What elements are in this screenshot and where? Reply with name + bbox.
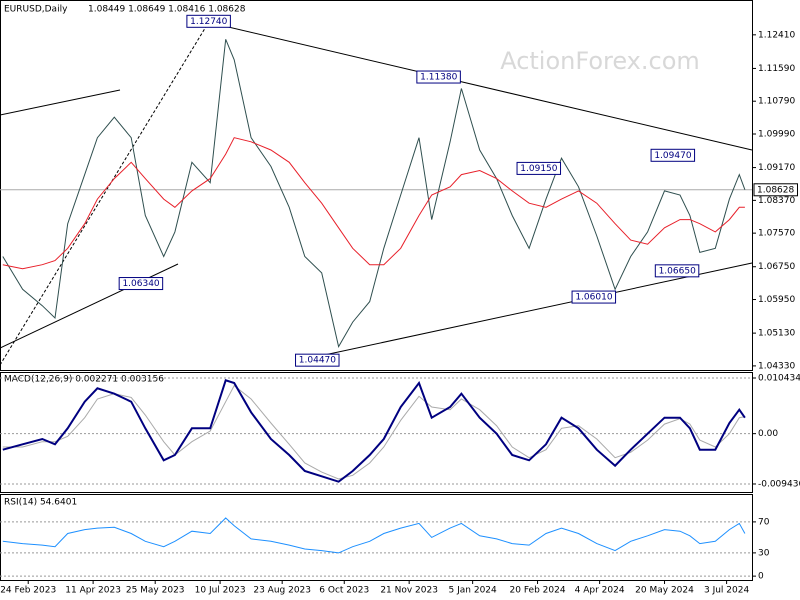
trend-line: [0, 24, 208, 366]
chart-title: EURUSD,Daily: [4, 5, 68, 15]
x-tick-label: 11 Apr 2023: [65, 586, 121, 596]
rsi-title: RSI(14) 54.6401: [4, 498, 77, 508]
y-tick-label: 1.09990: [758, 129, 795, 139]
x-tick-label: 24 Feb 2023: [0, 586, 56, 596]
annotation-box: [654, 264, 700, 278]
chart-subtitle: 1.08449 1.08649 1.08416 1.08628: [88, 5, 246, 15]
y-tick-label: 1.08370: [758, 196, 795, 206]
watermark: ActionForex.com: [500, 47, 700, 75]
annotation-box: [118, 277, 164, 291]
annotation-label: 1.06010: [575, 293, 612, 303]
annotation-label: 1.12740: [190, 17, 227, 27]
x-tick-label: 3 Jul 2024: [704, 586, 749, 596]
last-price-box: [753, 183, 798, 197]
y-tick-label: 1.11590: [758, 64, 795, 74]
macd-title: MACD(12,26,9) 0.002271 0.003156: [4, 375, 164, 385]
annotation-box: [571, 290, 617, 304]
x-tick-label: 23 Aug 2023: [253, 586, 311, 596]
y-tick-label: 30: [758, 548, 770, 558]
series-line: [2, 137, 745, 270]
annotation-box: [186, 14, 231, 28]
series-line: [2, 517, 746, 554]
y-tick-label: -0.009436: [758, 479, 800, 489]
annotation-label: 1.04470: [299, 356, 336, 366]
annotation-box: [516, 161, 562, 175]
x-tick-label: 21 Nov 2023: [380, 586, 438, 596]
y-tick-label: 1.07570: [758, 229, 795, 239]
y-tick-label: 0.00: [758, 429, 778, 439]
x-tick-label: 20 Feb 2024: [510, 586, 566, 596]
x-tick-label: 5 Jan 2024: [449, 586, 497, 596]
trend-line: [314, 262, 753, 358]
trend-line: [0, 263, 179, 349]
x-tick-label: 25 May 2023: [126, 586, 185, 596]
y-tick-label: 1.06750: [758, 262, 795, 272]
x-tick-label: 10 Jul 2023: [195, 586, 246, 596]
annotation-label: 1.09150: [520, 164, 557, 174]
rsi-frame: [0, 494, 753, 581]
y-tick-label: 1.09170: [758, 163, 795, 173]
y-tick-label: 0.010434: [758, 374, 800, 384]
y-tick-label: 0: [758, 572, 764, 582]
trend-line: [0, 89, 121, 116]
y-tick-label: 70: [758, 517, 770, 527]
y-tick-label: 1.10790: [758, 97, 795, 107]
x-tick-label: 4 Apr 2024: [575, 586, 625, 596]
last-price-label: 1.08628: [757, 185, 794, 195]
annotation-label: 1.11380: [420, 73, 457, 83]
series-line: [2, 379, 746, 483]
annotation-box: [650, 148, 696, 162]
series-line: [2, 384, 745, 480]
annotation-label: 1.06340: [122, 279, 159, 289]
annotation-label: 1.09470: [654, 151, 691, 161]
trend-line: [206, 21, 753, 151]
annotation-box: [416, 70, 461, 84]
y-tick-label: 1.04330: [758, 361, 795, 371]
x-tick-label: 20 May 2024: [635, 586, 694, 596]
y-tick-label: 1.05130: [758, 329, 795, 339]
macd-frame: [0, 372, 753, 493]
y-tick-label: 1.12410: [758, 30, 795, 40]
price-frame: [0, 0, 753, 371]
y-tick-label: 1.05950: [758, 295, 795, 305]
series-line: [2, 39, 746, 348]
x-tick-label: 6 Oct 2023: [319, 586, 369, 596]
annotation-box: [295, 353, 340, 367]
annotation-label: 1.06650: [659, 266, 696, 276]
